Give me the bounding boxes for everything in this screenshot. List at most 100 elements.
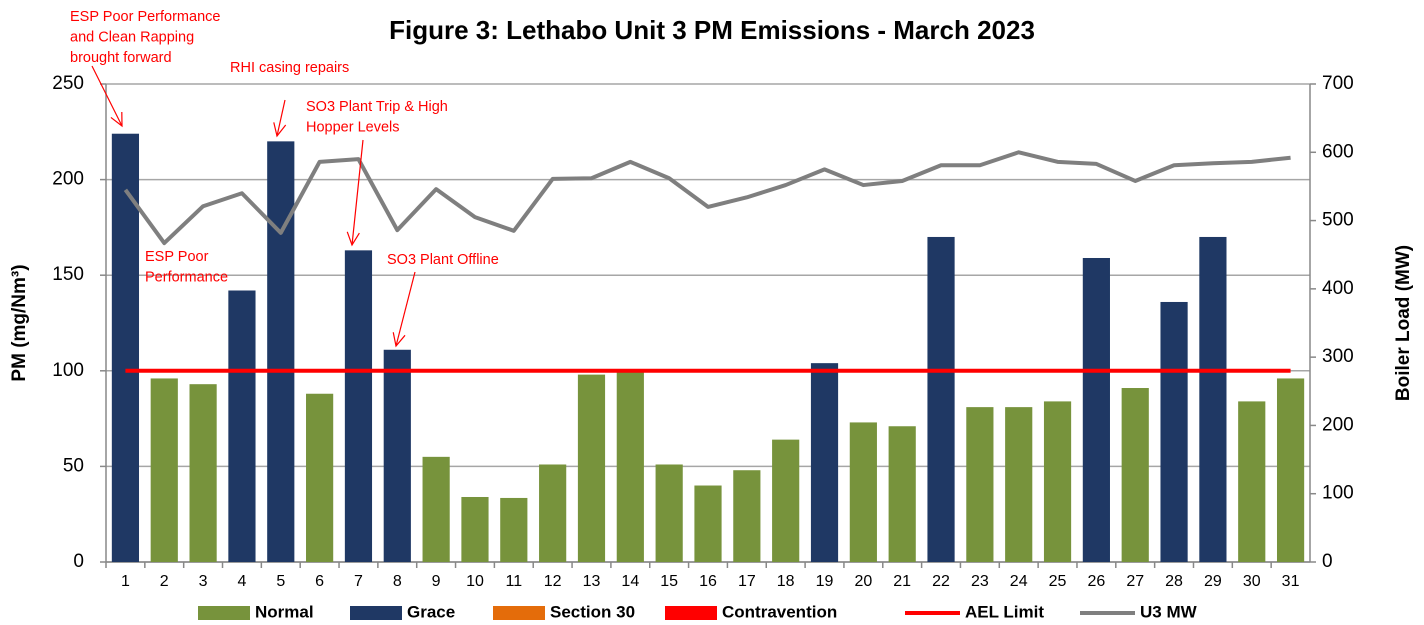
annotation: ESP Poor — [145, 249, 209, 265]
x-tick-label: 20 — [854, 573, 872, 590]
bar — [150, 378, 178, 562]
y2-tick-label: 200 — [1322, 414, 1354, 435]
annotation: and Clean Rapping — [70, 29, 194, 45]
x-tick-label: 16 — [699, 573, 717, 590]
bar — [1043, 401, 1072, 562]
y-tick-label: 250 — [52, 73, 84, 94]
bar — [1238, 401, 1266, 562]
x-tick-label: 14 — [621, 573, 639, 590]
x-tick-label: 9 — [432, 573, 441, 590]
bar — [267, 141, 295, 563]
bar — [1005, 407, 1033, 562]
legend-label: Contravention — [722, 602, 837, 621]
x-tick-label: 7 — [354, 573, 363, 590]
x-tick-label: 1 — [121, 573, 130, 590]
x-tick-label: 17 — [738, 573, 756, 590]
annotation-arrowhead — [273, 122, 287, 138]
annotation-arrowhead — [110, 111, 123, 128]
annotation: SO3 Plant Trip & High — [306, 99, 448, 115]
x-tick-label: 27 — [1126, 573, 1144, 590]
bar — [422, 456, 450, 562]
annotation-arrowhead — [346, 231, 360, 247]
annotation: RHI casing repairs — [230, 60, 349, 76]
x-tick-label: 8 — [393, 573, 402, 590]
x-tick-label: 19 — [816, 573, 834, 590]
x-tick-label: 25 — [1049, 573, 1067, 590]
bar — [772, 439, 800, 562]
bar — [577, 374, 606, 562]
bar — [810, 363, 839, 562]
y2-tick-label: 500 — [1322, 210, 1354, 231]
x-tick-label: 6 — [315, 573, 324, 590]
bar — [306, 393, 334, 562]
x-tick-label: 15 — [660, 573, 678, 590]
legend-label: Section 30 — [550, 602, 635, 621]
x-tick-label: 3 — [199, 573, 208, 590]
annotation-arrowhead — [392, 332, 406, 348]
chart-title: Figure 3: Lethabo Unit 3 PM Emissions - … — [389, 15, 1035, 45]
y-tick-label: 50 — [63, 455, 84, 476]
annotation: Performance — [145, 269, 228, 285]
x-tick-label: 21 — [893, 573, 911, 590]
bar — [461, 496, 489, 562]
y-axis-label: PM (mg/Nm³) — [9, 264, 30, 381]
bar — [694, 485, 722, 562]
legend-label: AEL Limit — [965, 602, 1044, 621]
x-tick-label: 31 — [1282, 573, 1300, 590]
bar — [733, 470, 761, 562]
annotation-arrow — [351, 139, 364, 246]
y-tick-label: 0 — [73, 551, 84, 572]
bar — [888, 426, 916, 562]
bar — [1121, 388, 1149, 562]
bar — [111, 133, 140, 562]
legend-label: Normal — [255, 602, 314, 621]
x-tick-label: 26 — [1087, 573, 1105, 590]
y-tick-label: 100 — [52, 360, 84, 381]
y2-axis-label: Boiler Load (MW) — [1393, 245, 1414, 401]
line-series — [123, 150, 1291, 246]
annotation: SO3 Plant Offline — [387, 252, 499, 268]
y2-tick-label: 400 — [1322, 278, 1354, 299]
legend-swatch — [493, 606, 545, 620]
x-tick-label: 29 — [1204, 573, 1222, 590]
y2-tick-label: 700 — [1322, 73, 1354, 94]
y2-tick-label: 100 — [1322, 483, 1354, 504]
legend-swatch — [350, 606, 402, 620]
x-tick-label: 18 — [777, 573, 795, 590]
legend-label: Grace — [407, 602, 455, 621]
bar — [1160, 301, 1188, 562]
annotation: ESP Poor Performance — [70, 9, 220, 25]
bar — [927, 236, 955, 562]
x-tick-label: 23 — [971, 573, 989, 590]
bar — [344, 250, 373, 562]
y2-tick-label: 600 — [1322, 141, 1354, 162]
bar — [189, 384, 217, 562]
x-tick-label: 22 — [932, 573, 950, 590]
x-tick-label: 28 — [1165, 573, 1183, 590]
legend-swatch — [198, 606, 250, 620]
annotation-arrow — [91, 65, 123, 127]
x-tick-label: 5 — [276, 573, 285, 590]
y2-tick-label: 300 — [1322, 346, 1354, 367]
x-tick-label: 11 — [506, 573, 523, 590]
x-tick-label: 13 — [583, 573, 601, 590]
y2-tick-label: 0 — [1322, 551, 1333, 572]
legend-label: U3 MW — [1140, 602, 1198, 621]
bar — [616, 370, 644, 562]
y-tick-label: 150 — [52, 264, 84, 285]
x-tick-label: 24 — [1010, 573, 1028, 590]
bar — [500, 497, 528, 562]
x-tick-label: 4 — [237, 573, 246, 590]
bar — [655, 464, 683, 562]
bar — [228, 290, 256, 562]
x-tick-label: 12 — [544, 573, 562, 590]
bar — [1199, 236, 1227, 562]
x-tick-label: 30 — [1243, 573, 1261, 590]
bar — [383, 349, 411, 562]
legend-swatch — [665, 606, 717, 620]
y-tick-label: 200 — [52, 169, 84, 190]
annotation-arrow — [395, 271, 416, 347]
bar — [1082, 257, 1110, 562]
annotation: brought forward — [70, 50, 172, 66]
annotation: Hopper Levels — [306, 119, 400, 135]
